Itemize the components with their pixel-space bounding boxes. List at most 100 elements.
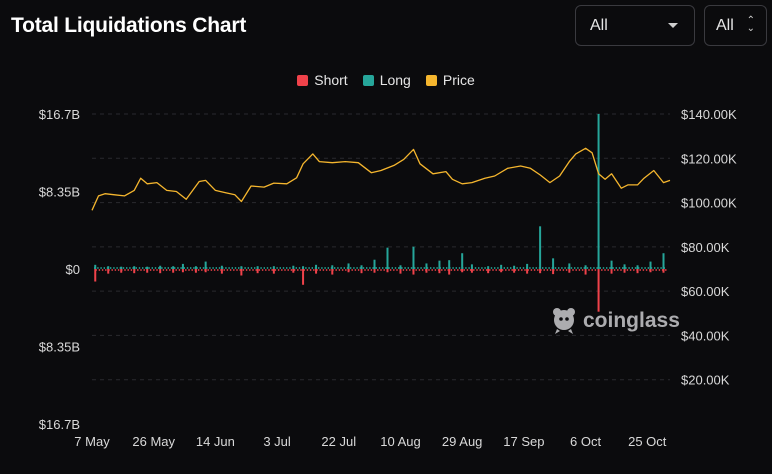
short-bar — [105, 269, 107, 271]
long-bar — [494, 267, 496, 269]
long-bar — [490, 267, 493, 269]
short-bar — [649, 269, 652, 273]
long-bar — [366, 267, 368, 269]
legend-item-short[interactable]: Short — [297, 72, 348, 88]
range-select[interactable]: All — [575, 5, 695, 46]
legend-item-price[interactable]: Price — [425, 72, 475, 88]
long-bar — [135, 267, 137, 269]
short-bar — [357, 269, 360, 271]
short-bar — [588, 269, 590, 271]
long-bar — [257, 267, 259, 269]
long-bar — [286, 267, 288, 269]
short-bar — [460, 269, 462, 271]
short-bar — [322, 269, 325, 271]
x-axis-tick-label: 10 Aug — [380, 434, 421, 449]
short-bar — [159, 269, 161, 271]
right-axis-tick-label: $20.00K — [681, 373, 730, 388]
long-bar — [506, 267, 509, 269]
short-bar — [197, 269, 200, 271]
short-bar — [265, 269, 267, 271]
legend-label-price: Price — [442, 72, 475, 88]
long-bar — [133, 266, 136, 269]
long-bar — [471, 267, 473, 269]
long-bar — [609, 267, 611, 269]
short-bar — [98, 269, 101, 271]
short-bar — [438, 269, 441, 274]
long-bar — [220, 265, 223, 269]
long-bar — [263, 267, 265, 269]
long-bar — [180, 267, 182, 269]
right-axis-tick-label: $100.00K — [681, 196, 737, 211]
short-bar — [591, 269, 593, 271]
long-bar — [513, 267, 515, 269]
long-bar — [113, 267, 115, 269]
long-bar — [554, 267, 557, 269]
short-bar — [306, 269, 309, 271]
short-bar — [101, 269, 104, 271]
long-bar — [196, 267, 198, 269]
short-bar — [386, 269, 389, 271]
long-bar — [343, 267, 345, 269]
short-bar — [552, 269, 555, 275]
long-bar — [644, 267, 646, 269]
short-bar — [402, 269, 405, 271]
short-bar — [281, 269, 283, 271]
long-bar — [558, 267, 560, 269]
long-bar — [151, 267, 153, 269]
long-bar — [597, 114, 600, 269]
short-bar — [526, 269, 529, 274]
long-bar — [414, 267, 416, 269]
long-bar — [110, 267, 112, 269]
long-bar — [260, 267, 262, 269]
long-bar — [241, 267, 243, 269]
short-bar — [245, 269, 248, 271]
long-bar — [161, 267, 163, 269]
short-bar — [313, 269, 315, 271]
long-bar — [448, 260, 451, 269]
short-bar — [636, 269, 638, 271]
short-bar — [645, 269, 648, 271]
long-bar — [478, 267, 480, 269]
long-bar — [266, 267, 269, 269]
unit-select[interactable]: All ⌃ ⌄ — [704, 5, 767, 46]
short-bar — [412, 269, 414, 271]
legend-item-long[interactable]: Long — [362, 72, 411, 88]
short-bar — [495, 269, 497, 271]
short-bar — [613, 269, 616, 271]
short-bar — [303, 269, 305, 271]
short-bar — [162, 269, 165, 271]
legend-label-short: Short — [314, 72, 348, 88]
short-bar — [332, 269, 334, 271]
short-bar — [434, 269, 437, 271]
price-line — [91, 147, 671, 211]
short-bar — [268, 269, 270, 271]
short-bar — [399, 269, 402, 274]
unit-select-value: All — [716, 16, 734, 34]
long-bar — [194, 266, 197, 269]
short-bar — [405, 269, 408, 271]
long-bar — [442, 267, 445, 269]
legend-swatch-short — [297, 74, 309, 86]
long-bar — [417, 267, 419, 269]
short-bar — [380, 269, 382, 271]
short-bar — [508, 269, 510, 271]
short-bar — [597, 269, 600, 271]
long-bar — [596, 267, 598, 269]
long-bar — [202, 267, 205, 269]
short-bar — [473, 269, 475, 271]
left-axis-tick-label: $16.7B — [39, 417, 80, 432]
long-bar — [164, 267, 166, 269]
short-bar — [665, 269, 667, 271]
long-bar — [660, 267, 662, 269]
long-bar — [500, 264, 503, 269]
long-bar — [465, 267, 467, 269]
long-bar — [612, 267, 614, 269]
long-bar — [561, 267, 563, 269]
long-bar — [292, 267, 294, 269]
short-bar — [549, 269, 552, 271]
short-bar — [581, 269, 584, 271]
short-bar — [360, 269, 363, 274]
long-bar — [602, 267, 605, 269]
long-bar — [662, 253, 665, 269]
long-bar — [474, 267, 477, 269]
